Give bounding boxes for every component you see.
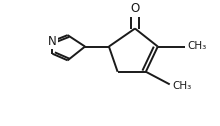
Text: CH₃: CH₃: [172, 81, 191, 91]
Text: CH₃: CH₃: [187, 41, 206, 51]
Text: O: O: [130, 2, 140, 15]
Text: N: N: [48, 35, 57, 48]
